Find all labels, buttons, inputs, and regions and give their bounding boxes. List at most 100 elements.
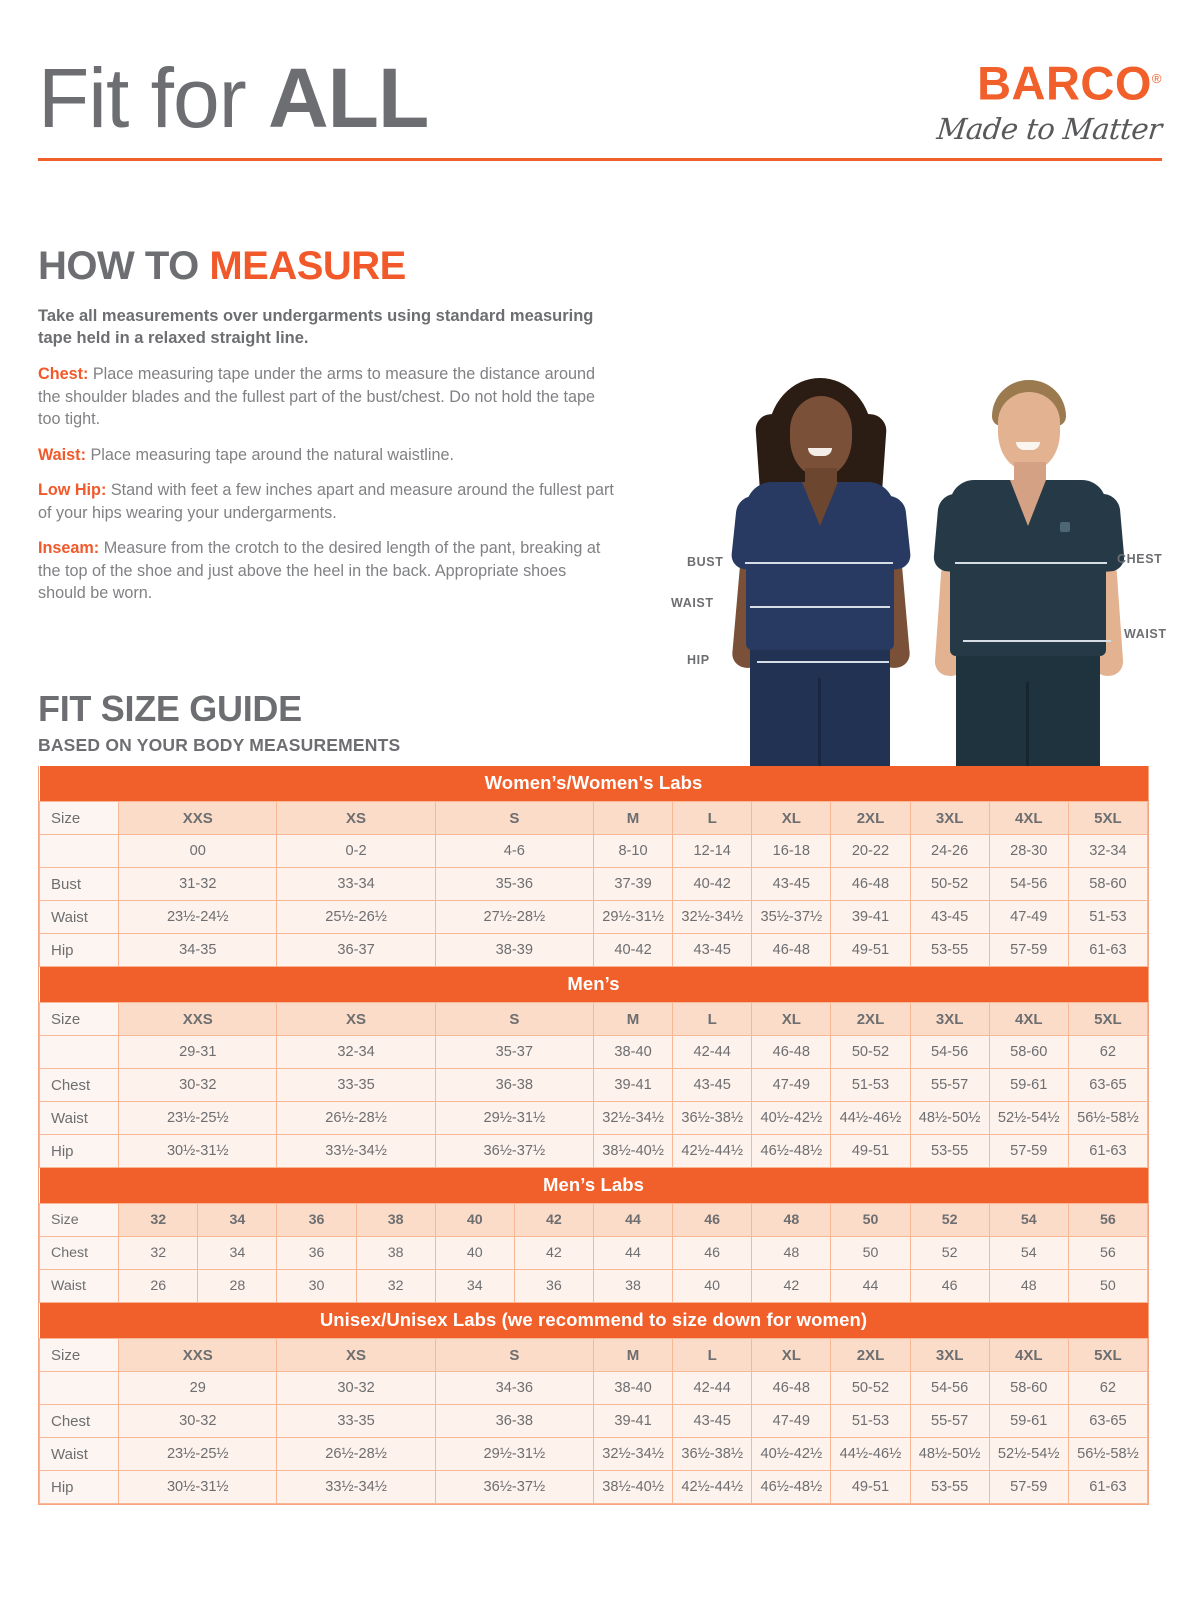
size-header-cell: 50 — [830, 1203, 911, 1237]
size-header-cell: 4XL — [988, 801, 1069, 835]
measurement-cell: 28-30 — [988, 834, 1069, 868]
measurement-row: Bust 31-32 33-34 35-36 37-39 40-42 43-45 46-48 5… — [38, 867, 1149, 901]
measurement-cell: 39-41 — [592, 1068, 674, 1102]
measurement-cell: 8-10 — [592, 834, 674, 868]
waist-guide-line-female — [750, 606, 890, 608]
page-title-bold: ALL — [268, 51, 429, 145]
size-header-row: Size XXS XS S M L XL 2XL 3XL 4XL 5XL — [38, 1338, 1149, 1372]
hip-guide-line — [757, 661, 889, 663]
measurement-cell: 61-63 — [1067, 1134, 1149, 1168]
size-header-cell: 4XL — [988, 1002, 1069, 1036]
size-header-cell: XXS — [118, 1338, 278, 1372]
brand-tagline: Made to Matter — [935, 111, 1164, 146]
size-header-cell: XS — [276, 1338, 436, 1372]
measurement-cell: 50-52 — [830, 1035, 911, 1069]
measurement-cell: 46½-48½ — [751, 1134, 832, 1168]
measurement-cell: 32 — [118, 1236, 199, 1270]
chest-guide-line — [955, 562, 1107, 564]
size-header-cell: 4XL — [988, 1338, 1069, 1372]
table-section-title: Women’s/Women's Labs — [39, 766, 1148, 802]
measurement-cell: 57-59 — [988, 933, 1069, 967]
measurement-cell: 57-59 — [988, 1470, 1069, 1504]
measurement-cell: 35½-37½ — [751, 900, 832, 934]
size-header-cell: 44 — [592, 1203, 674, 1237]
size-header-cell: 48 — [751, 1203, 832, 1237]
measurement-cell: 29½-31½ — [592, 900, 674, 934]
numeric-size-row: 29-31 32-34 35-37 38-40 42-44 46-48 50-52 54-56… — [38, 1035, 1149, 1069]
measurement-cell: 47-49 — [751, 1068, 832, 1102]
measurement-cell: 33-34 — [276, 867, 436, 901]
size-header-cell: 32 — [118, 1203, 199, 1237]
table-section-band: Women’s/Women's Labs — [39, 766, 1148, 802]
female-model-figure — [720, 370, 920, 770]
measurement-cell: 48½-50½ — [909, 1437, 990, 1471]
row-label — [38, 1371, 120, 1405]
measurement-cell: 20-22 — [830, 834, 911, 868]
measurement-cell: 36½-38½ — [672, 1437, 753, 1471]
measurement-cell: 54-56 — [909, 1371, 990, 1405]
table-section-title: Men’s Labs — [39, 1167, 1148, 1204]
row-label: Waist — [38, 1101, 120, 1135]
row-label: Waist — [38, 900, 120, 934]
measurement-cell: 26 — [118, 1269, 199, 1303]
row-label: Chest — [38, 1068, 120, 1102]
measurement-cell: 44½-46½ — [830, 1101, 911, 1135]
measurement-cell: 30½-31½ — [118, 1470, 278, 1504]
measurement-cell: 46½-48½ — [751, 1470, 832, 1504]
measurement-cell: 37-39 — [592, 867, 674, 901]
measurement-cell: 44 — [830, 1269, 911, 1303]
measurement-cell: 52½-54½ — [988, 1101, 1069, 1135]
measurement-cell: 43-45 — [909, 900, 990, 934]
table-section-band: Men’s — [39, 966, 1148, 1003]
measurement-cell: 36-37 — [276, 933, 436, 967]
measure-item-chest: Chest: Place measuring tape under the ar… — [38, 363, 618, 431]
measurement-row: Waist 23½-25½ 26½-28½ 29½-31½ 32½-34½ 36½-38½… — [38, 1101, 1149, 1135]
row-label — [38, 1035, 120, 1069]
measurement-cell: 43-45 — [751, 867, 832, 901]
male-pant-seam — [1026, 682, 1029, 770]
row-label: Chest — [38, 1236, 120, 1270]
size-header-cell: XL — [751, 1002, 832, 1036]
measurement-cell: 46-48 — [751, 1035, 832, 1069]
size-header-cell: 56 — [1067, 1203, 1149, 1237]
measure-text-low-hip: Stand with feet a few inches apart and m… — [38, 481, 614, 522]
measurement-cell: 59-61 — [988, 1404, 1069, 1438]
measurement-cell: 33-35 — [276, 1068, 436, 1102]
size-header-cell: 3XL — [909, 801, 990, 835]
model-illustration — [660, 370, 1180, 770]
measurement-cell: 38½-40½ — [592, 1134, 674, 1168]
measurement-cell: 29 — [118, 1371, 278, 1405]
row-label: Bust — [38, 867, 120, 901]
female-sleeve-right — [864, 494, 912, 572]
size-header-cell: 46 — [672, 1203, 753, 1237]
measurement-cell: 36½-38½ — [672, 1101, 753, 1135]
row-label: Size — [38, 801, 120, 835]
measurement-cell: 30 — [276, 1269, 357, 1303]
measurement-cell: 38 — [592, 1269, 674, 1303]
measure-item-low-hip: Low Hip: Stand with feet a few inches ap… — [38, 479, 618, 524]
measurement-row: Chest 32 34 36 38 40 42 44 46 48 50 52 54 56 — [38, 1236, 1149, 1270]
size-header-cell: 40 — [434, 1203, 515, 1237]
measure-label-chest: Chest: — [38, 365, 89, 383]
measurement-cell: 39-41 — [592, 1404, 674, 1438]
measurement-cell: 46-48 — [830, 867, 911, 901]
measurement-cell: 36 — [276, 1236, 357, 1270]
measurement-cell: 32 — [355, 1269, 436, 1303]
size-header-cell: XXS — [118, 1002, 278, 1036]
measurement-cell: 53-55 — [909, 1470, 990, 1504]
size-header-cell: XS — [276, 1002, 436, 1036]
row-label: Hip — [38, 1470, 120, 1504]
measurement-cell: 29-31 — [118, 1035, 278, 1069]
measurement-cell: 48 — [751, 1236, 832, 1270]
measurement-cell: 63-65 — [1067, 1404, 1149, 1438]
measurement-cell: 56½-58½ — [1067, 1101, 1149, 1135]
female-smile — [808, 448, 832, 456]
measure-item-waist: Waist: Place measuring tape around the n… — [38, 444, 618, 467]
size-header-cell: M — [592, 1338, 674, 1372]
size-header-cell: 2XL — [830, 801, 911, 835]
measurement-cell: 50-52 — [830, 1371, 911, 1405]
measurement-row: Hip 30½-31½ 33½-34½ 36½-37½ 38½-40½ 42½-44½ 46… — [38, 1470, 1149, 1504]
measurement-cell: 61-63 — [1067, 1470, 1149, 1504]
measurement-cell: 47-49 — [988, 900, 1069, 934]
size-header-cell: 2XL — [830, 1338, 911, 1372]
